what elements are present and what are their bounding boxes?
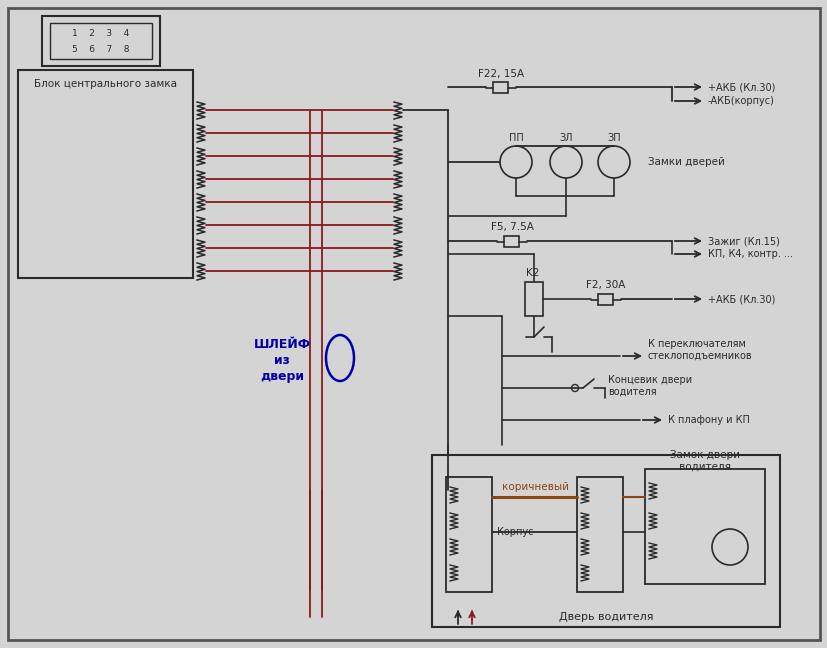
Bar [446,477,491,592]
Text: Замки дверей: Замки дверей [648,157,724,167]
Text: К переключателям
стеклоподъемников: К переключателям стеклоподъемников [648,339,752,361]
Bar [493,82,508,93]
Text: ПП: ПП [508,133,523,143]
Text: ШЛЕЙФ
из
двери: ШЛЕЙФ из двери [253,338,310,383]
Bar [432,455,779,627]
Text: Корпус: Корпус [496,527,533,537]
Text: -АКБ(корпус): -АКБ(корпус) [707,96,774,106]
Text: +АКБ (Кл.30): +АКБ (Кл.30) [707,294,774,304]
Text: КП, К4, контр. ...: КП, К4, контр. ... [707,249,792,259]
Text: ЗЛ: ЗЛ [558,133,572,143]
Text: F22, 15A: F22, 15A [477,69,523,79]
Bar [524,282,543,316]
Bar [576,477,622,592]
Text: Зажиг (Кл.15): Зажиг (Кл.15) [707,236,779,246]
Text: K2: K2 [526,268,539,278]
Text: К плафону и КП: К плафону и КП [667,415,749,425]
Text: +АКБ (Кл.30): +АКБ (Кл.30) [707,82,774,92]
Bar [644,469,764,584]
Bar [598,294,613,305]
Text: Концевик двери
водителя: Концевик двери водителя [607,375,691,397]
Text: Дверь водителя: Дверь водителя [558,612,653,622]
Bar [18,70,193,278]
Text: 1    2    3    4: 1 2 3 4 [72,29,130,38]
Text: F5, 7.5A: F5, 7.5A [490,222,533,232]
Bar [504,236,519,247]
Bar [50,23,152,59]
Text: Блок центрального замка: Блок центрального замка [34,79,177,89]
Text: 5    6    7    8: 5 6 7 8 [72,45,130,54]
Text: ЗП: ЗП [606,133,620,143]
Text: F2, 30A: F2, 30A [586,280,625,290]
Bar [42,16,160,66]
Text: коричневый: коричневый [501,482,568,492]
Text: Замок двери
водителя: Замок двери водителя [669,450,739,472]
